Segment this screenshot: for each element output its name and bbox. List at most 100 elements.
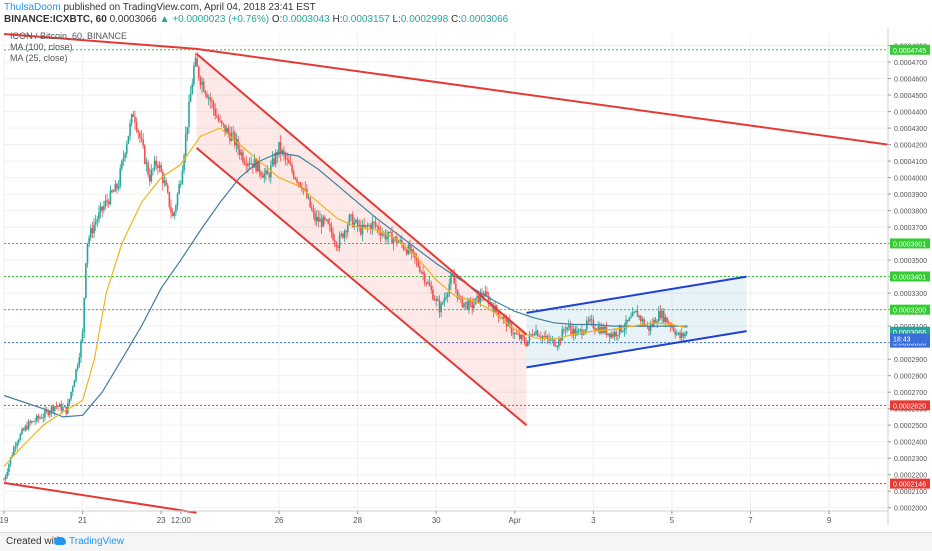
tradingview-logo[interactable]: TradingView — [54, 536, 124, 547]
candle-body — [80, 341, 82, 358]
candle-body — [134, 116, 136, 123]
candle-body — [55, 406, 58, 407]
candle-body — [626, 319, 629, 321]
candle-body — [284, 154, 287, 160]
candle-body — [93, 224, 95, 234]
ma25-line[interactable] — [3, 127, 688, 467]
y-tick-label: 0.0004100 — [894, 159, 927, 166]
candle-body — [543, 336, 546, 337]
candle-body — [584, 329, 586, 334]
rising-channel-fill — [526, 276, 747, 368]
price-badge — [890, 326, 930, 337]
y-tick-label: 0.0002100 — [894, 489, 927, 496]
candle-body — [415, 257, 418, 261]
candle-body — [569, 325, 572, 330]
price-badge-label: 0.0003401 — [893, 274, 926, 281]
y-tick-label: 0.0002200 — [894, 473, 927, 480]
legend-ma25[interactable]: MA (25, close) — [10, 53, 68, 63]
candle-body — [513, 333, 516, 335]
trend-line-channel-lower[interactable] — [195, 147, 528, 426]
candle-body — [132, 114, 135, 117]
candle-body — [248, 163, 251, 165]
candle-body — [288, 159, 290, 164]
candle-body — [4, 476, 7, 480]
candle-body — [617, 335, 619, 336]
candle-body — [353, 222, 356, 227]
y-tick-label: 0.0002400 — [894, 440, 927, 447]
price-badge-label: 0.0003200 — [893, 308, 926, 315]
candle-body — [101, 206, 104, 211]
candle-body — [564, 329, 567, 331]
candle-body — [129, 123, 131, 136]
candle-body — [256, 160, 259, 172]
candle-body — [381, 233, 383, 236]
price-badge-label: 0.0003066 — [893, 330, 926, 337]
trend-lines[interactable] — [3, 33, 889, 514]
candle-body — [553, 338, 555, 346]
candle-body — [671, 326, 673, 328]
candle-body — [538, 336, 541, 337]
candle-body — [39, 417, 41, 419]
high-value: 0.0003157 — [342, 14, 390, 25]
candle-body — [299, 182, 302, 187]
candle-body — [34, 421, 36, 422]
candle-body — [278, 141, 280, 156]
falling-channel-fill — [196, 53, 527, 426]
candle-body — [309, 197, 311, 208]
ma100-line[interactable] — [3, 152, 688, 418]
candle-body — [437, 298, 439, 301]
candle-body — [610, 333, 613, 338]
candle-body — [234, 132, 236, 146]
candle-body — [268, 174, 270, 178]
trend-line-channel-upper[interactable] — [195, 53, 528, 336]
price-badges: 0.0004745 0.0003601 0.0003401 0.0003200 0.00… — [890, 44, 930, 489]
candle-body — [512, 333, 514, 335]
trend-line-long-resistance[interactable] — [3, 33, 889, 146]
author-link[interactable]: ThulsaDoom — [4, 2, 61, 13]
candle-body — [145, 162, 148, 164]
low-label: L: — [392, 14, 401, 25]
candle-body — [366, 225, 369, 227]
candle-body — [109, 190, 112, 205]
candle-body — [85, 263, 87, 299]
candle-body — [225, 128, 228, 133]
candle-body — [374, 222, 377, 226]
candle-body — [522, 335, 524, 338]
candle-body — [404, 248, 406, 250]
y-tick-label: 0.0002500 — [894, 423, 927, 430]
candle-body — [473, 304, 475, 309]
open-value: 0.0003043 — [282, 14, 330, 25]
candle-body — [314, 212, 316, 221]
candle-body — [81, 332, 84, 342]
candle-body — [242, 152, 244, 162]
x-tick-label: 30 — [432, 516, 441, 525]
legend-ma100[interactable]: MA (100, close) — [10, 42, 73, 52]
candle-body — [117, 185, 120, 189]
candle-body — [356, 220, 359, 227]
candle-body — [433, 299, 436, 301]
candle-body — [165, 180, 167, 186]
trend-line-long-support[interactable] — [3, 481, 197, 514]
candle-body — [492, 306, 495, 313]
candle-body — [556, 346, 559, 347]
candle-body — [635, 310, 637, 313]
publish-line: ThulsaDoom published on TradingView.com,… — [4, 2, 316, 14]
candle-body — [674, 331, 676, 335]
created-with-text: Created with — [6, 536, 63, 547]
candle-body — [338, 235, 341, 248]
price-chart[interactable]: 0.00048000.00047000.00046000.00045000.00… — [0, 28, 932, 532]
candle-body — [119, 168, 122, 186]
candle-body — [243, 161, 246, 164]
candle-body — [158, 165, 161, 169]
candle-body — [22, 429, 25, 431]
candle-body — [8, 464, 10, 473]
candle-body — [44, 410, 46, 418]
candle-body — [114, 183, 117, 192]
trend-line-rising-channel-lower[interactable] — [526, 330, 747, 369]
candle-body — [685, 331, 688, 334]
candle-body — [669, 323, 672, 327]
candle-body — [446, 293, 449, 297]
moving-averages — [3, 127, 688, 467]
candle-body — [533, 334, 536, 336]
trend-line-rising-channel-upper[interactable] — [526, 275, 747, 314]
